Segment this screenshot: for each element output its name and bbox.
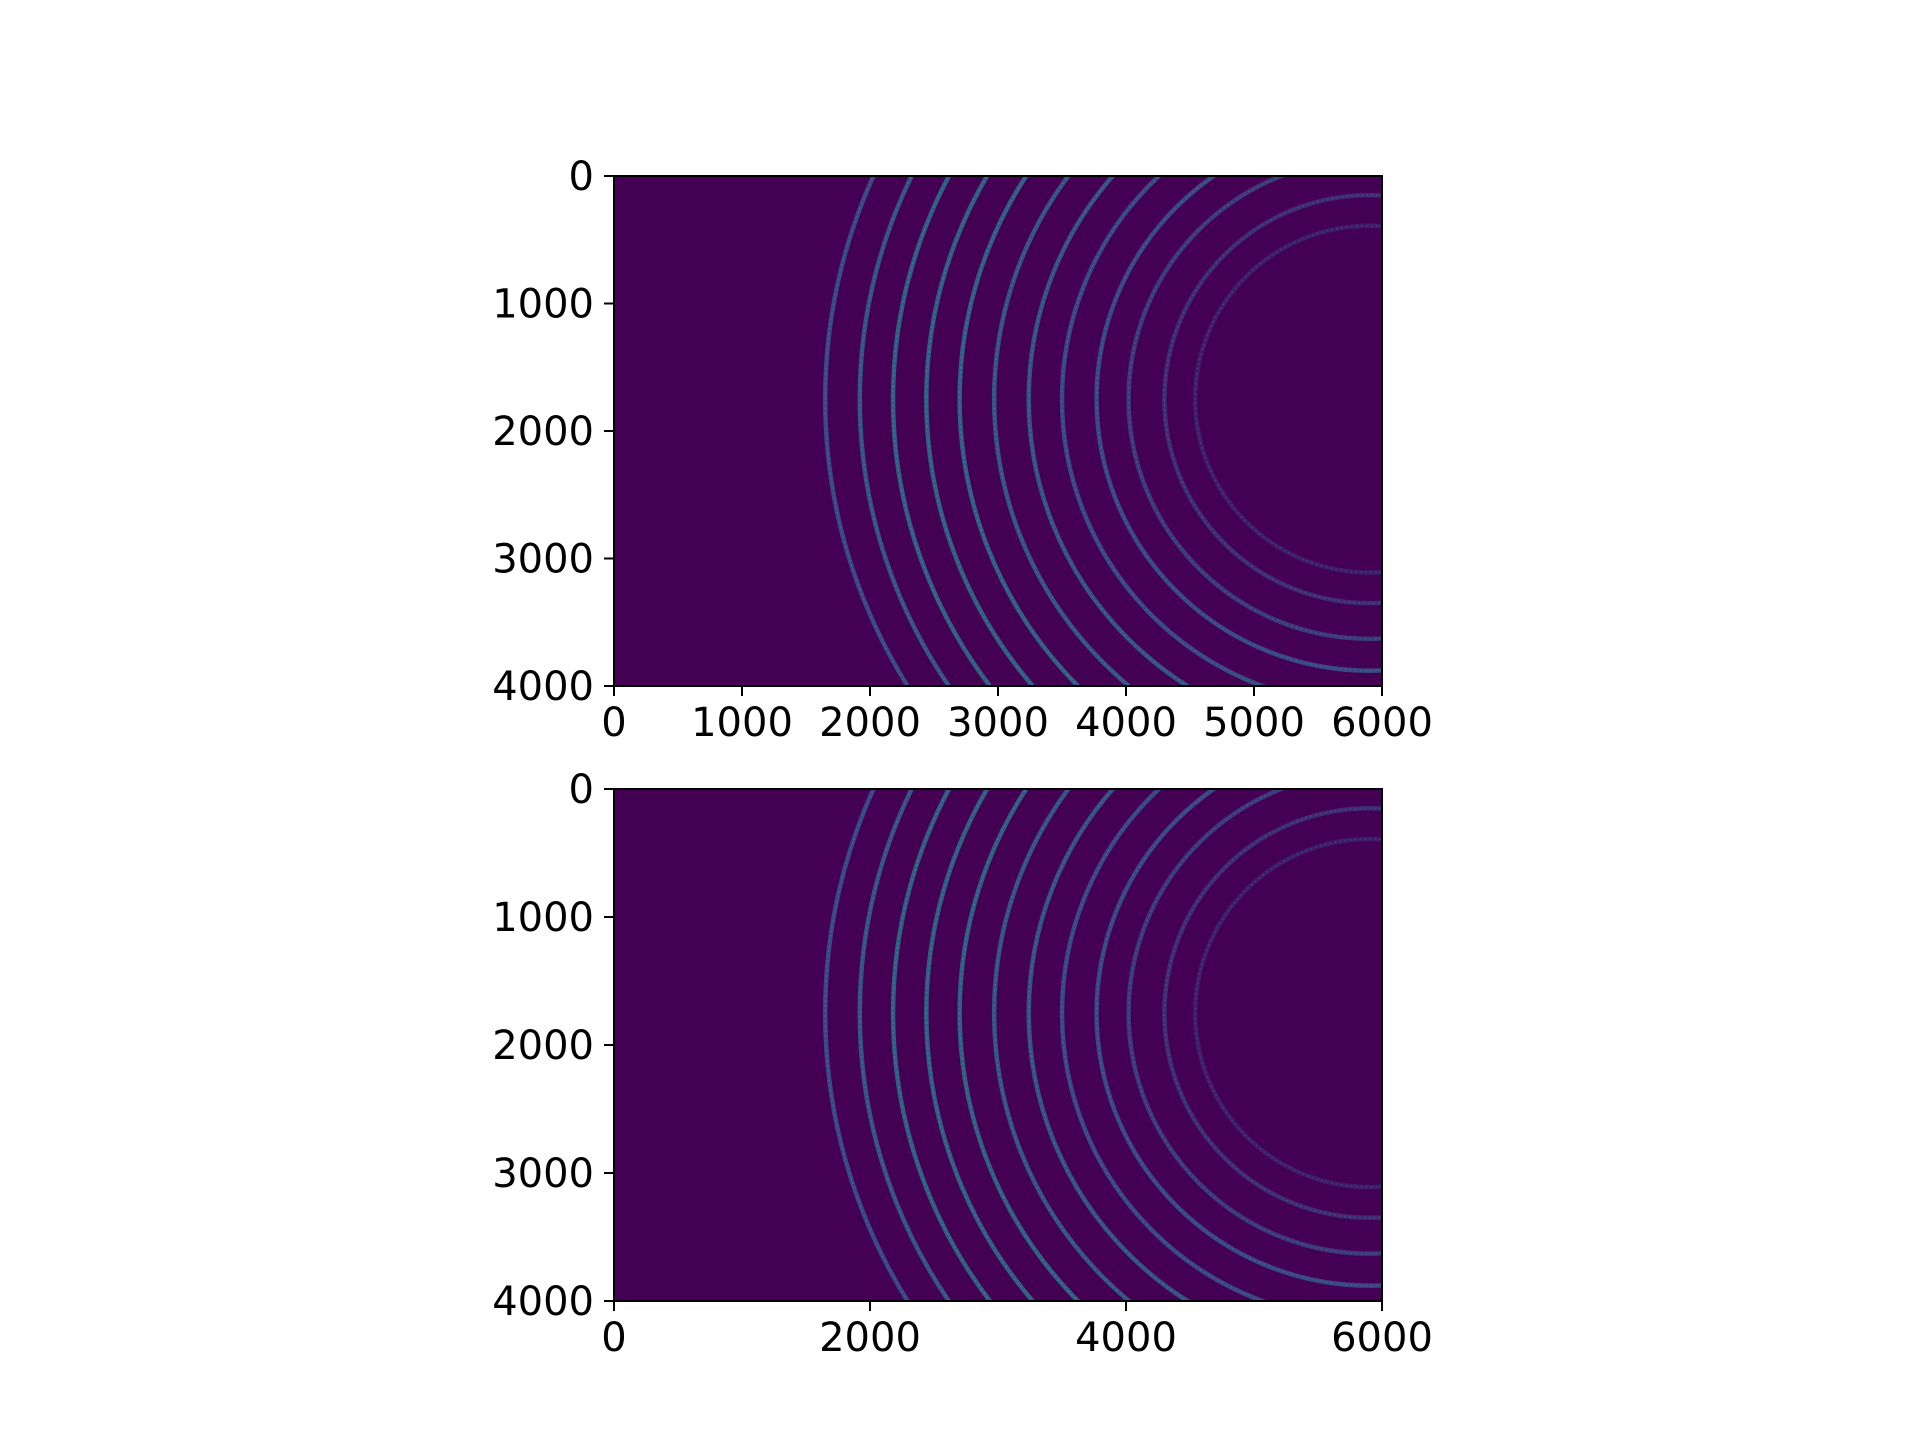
x-tick-label: 6000 [1331, 700, 1433, 746]
ring-speckle-2 [859, 789, 951, 1301]
y-tick-label: 2000 [492, 1023, 594, 1069]
x-tick-label: 2000 [819, 1315, 921, 1361]
x-tick-label: 2000 [819, 700, 921, 746]
ring-3 [890, 176, 993, 686]
ring-7 [1026, 176, 1193, 686]
panel-2: 0 2000 4000 6000 0 1000 2000 3000 4000 [492, 767, 1433, 1361]
ring-10 [1126, 176, 1382, 642]
ring-speckle-1 [824, 176, 909, 686]
y-tick-label: 1000 [492, 282, 594, 328]
ring-speckle-11 [1163, 194, 1382, 604]
y-tick-label: 0 [569, 154, 594, 200]
y-tick-label: 3000 [492, 537, 594, 583]
y-tick-label: 3000 [492, 1151, 594, 1197]
ring-8 [1059, 176, 1270, 686]
ring-5 [957, 176, 1082, 686]
heatmap-rings [823, 789, 1382, 1301]
ring-speckle-4 [925, 789, 1034, 1301]
ring-speckle-12 [1194, 225, 1382, 574]
x-tick-label: 3000 [947, 700, 1049, 746]
ring-8 [1059, 789, 1270, 1301]
ring-speckle-3 [892, 789, 992, 1301]
heatmap-background [614, 789, 1382, 1301]
ring-7 [1026, 789, 1192, 1301]
ring-4 [924, 176, 1036, 686]
ring-speckle-10 [1127, 789, 1382, 1255]
ring-speckle-12 [1194, 838, 1382, 1188]
ring-speckle-6 [993, 176, 1131, 686]
ring-1 [823, 789, 911, 1301]
panels: 0 1000 2000 3000 4000 5000 6000 0 1000 2000 3000 40… [492, 154, 1433, 1361]
y-tick-label: 0 [569, 767, 594, 813]
y-tick-label: 2000 [492, 409, 594, 455]
ring-9 [1094, 176, 1382, 673]
y-tick-label: 1000 [492, 895, 594, 941]
panel-1: 0 1000 2000 3000 4000 5000 6000 0 1000 2000 3000 40… [492, 154, 1433, 746]
heatmap-rings [823, 176, 1382, 686]
x-tick-label: 4000 [1075, 1315, 1177, 1361]
ring-speckle-11 [1163, 807, 1382, 1219]
ring-speckle-5 [958, 789, 1080, 1301]
ring-6 [992, 789, 1133, 1301]
x-tick-label: 0 [601, 1315, 626, 1361]
heatmap-background [614, 176, 1382, 686]
y-tick-label: 4000 [492, 1279, 594, 1325]
x-tick-label: 4000 [1075, 700, 1177, 746]
x-tick-label: 1000 [691, 700, 793, 746]
ring-speckle-9 [1095, 789, 1382, 1287]
y-tick-label: 4000 [492, 664, 594, 710]
x-tick-label: 6000 [1331, 1315, 1433, 1361]
x-tick-label: 5000 [1203, 700, 1305, 746]
ring-2 [857, 176, 952, 686]
x-tick-label: 0 [601, 700, 626, 746]
